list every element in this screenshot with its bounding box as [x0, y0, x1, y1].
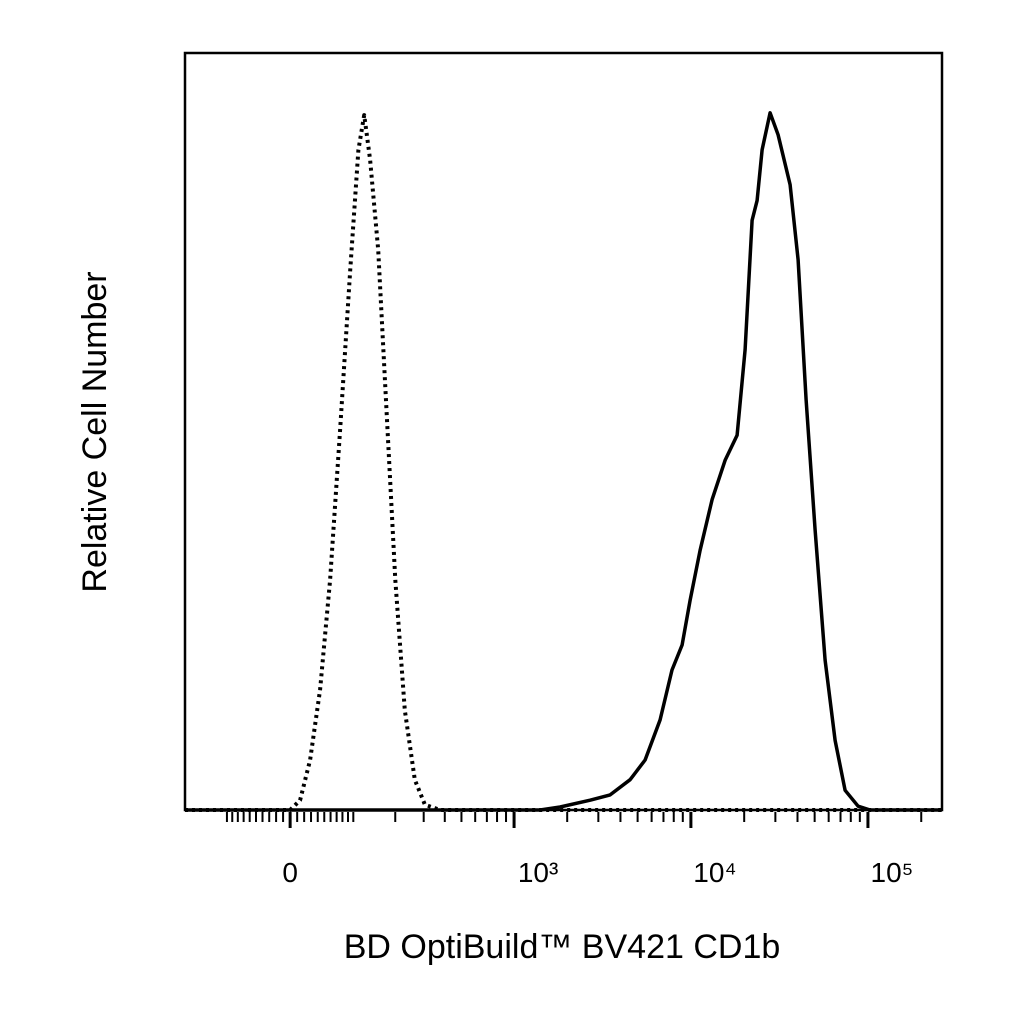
y-axis-label: Relative Cell Number [76, 271, 114, 592]
x-tick-label: 10⁵ [871, 857, 914, 888]
x-axis-label: BD OptiBuild™ BV421 CD1b [344, 928, 781, 966]
x-tick-label: 0 [282, 857, 298, 888]
x-tick-label: 10³ [518, 857, 558, 888]
plot-frame [183, 51, 944, 812]
histogram-line [185, 111, 942, 812]
x-tick-label: 10⁴ [693, 857, 736, 888]
histogram-line [185, 113, 942, 812]
